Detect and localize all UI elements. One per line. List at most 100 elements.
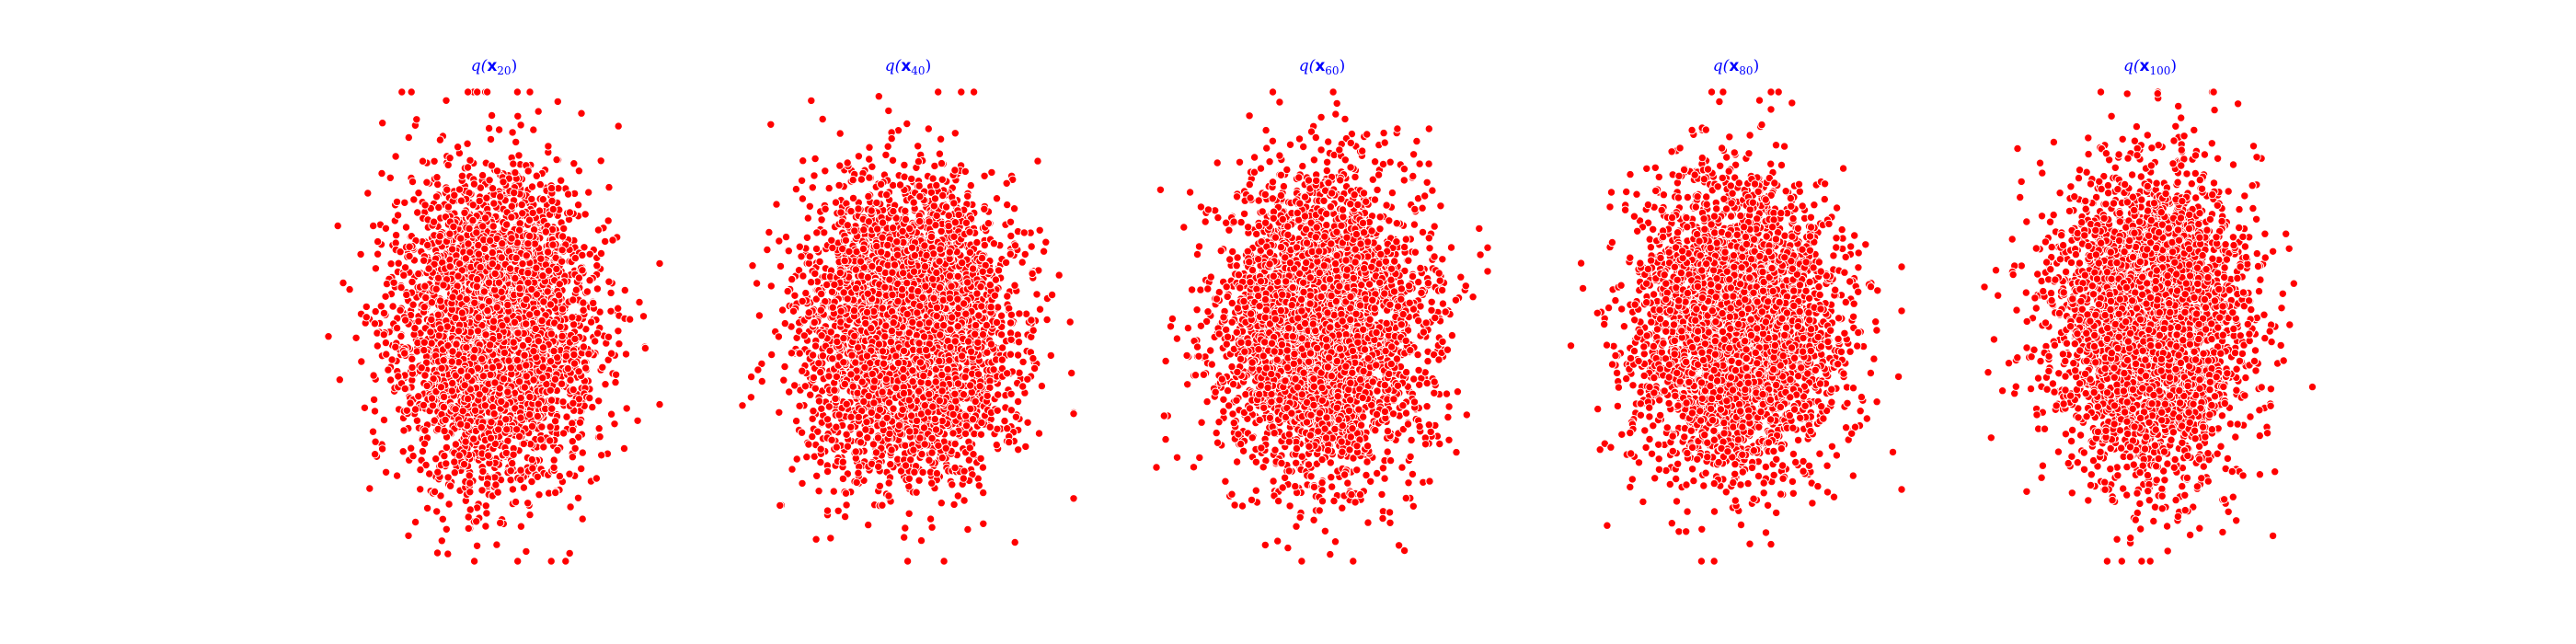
- scatter-point: [502, 425, 512, 434]
- scatter-point: [578, 448, 587, 457]
- scatter-point: [418, 156, 428, 166]
- scatter-point: [402, 406, 411, 415]
- scatter-point: [451, 405, 460, 414]
- scatter-point: [556, 322, 565, 331]
- scatter-point: [429, 217, 439, 226]
- scatter-point: [507, 213, 516, 222]
- scatter-point: [598, 362, 607, 372]
- scatter-point: [486, 433, 496, 443]
- scatter-point: [614, 304, 623, 313]
- scatter-point: [439, 281, 448, 290]
- scatter-point: [430, 156, 439, 167]
- scatter-point: [463, 87, 473, 97]
- scatter-point: [480, 213, 490, 223]
- scatter-point: [511, 167, 520, 178]
- scatter-point: [339, 278, 348, 288]
- scatter-point: [481, 501, 490, 511]
- scatter-point: [1000, 416, 1009, 426]
- scatter-point: [373, 236, 383, 247]
- scatter-point: [445, 154, 454, 163]
- scatter-point: [570, 253, 581, 263]
- scatter-point: [622, 404, 631, 413]
- scatter-point: [606, 288, 615, 298]
- scatter-point: [883, 142, 892, 151]
- scatter-point: [431, 284, 441, 293]
- scatter-point: [420, 282, 430, 291]
- scatter-point: [489, 316, 499, 326]
- scatter-point: [516, 522, 526, 531]
- scatter-point: [363, 189, 373, 198]
- scatter-point: [513, 111, 523, 121]
- scatter-point: [466, 155, 475, 166]
- scatter-point: [563, 190, 573, 199]
- scatter-point: [561, 557, 570, 566]
- scatter-point: [360, 403, 370, 412]
- scatter-point: [481, 522, 490, 531]
- scatter-point: [533, 472, 542, 481]
- scatter-point: [392, 197, 402, 207]
- scatter-point: [543, 287, 552, 296]
- scatter-point: [655, 259, 664, 269]
- scatter-point: [516, 475, 525, 485]
- scatter-point: [422, 503, 432, 513]
- scatter-point: [345, 284, 354, 294]
- scatter-point: [547, 196, 557, 206]
- scatter-point: [538, 195, 547, 204]
- scatter-point: [522, 546, 531, 557]
- scatter-point: [569, 350, 579, 360]
- scatter-point: [541, 227, 550, 236]
- scatter-point: [394, 372, 403, 381]
- scatter-point: [381, 467, 391, 477]
- scatter-point: [549, 455, 558, 465]
- scatter-point: [414, 392, 423, 401]
- scatter-point: [400, 198, 409, 208]
- scatter-point: [445, 481, 455, 490]
- scatter-point: [450, 457, 459, 466]
- scatter-point: [476, 262, 485, 272]
- scatter-point: [1041, 237, 1051, 247]
- scatter-point: [566, 375, 575, 385]
- scatter-point: [496, 518, 505, 528]
- scatter-point: [615, 339, 624, 349]
- scatter-point: [950, 129, 960, 138]
- scatter-point: [370, 407, 380, 416]
- scatter-point: [442, 524, 451, 534]
- scatter-point: [566, 502, 575, 512]
- scatter-point: [584, 188, 593, 197]
- scatter-point: [546, 436, 555, 445]
- scatter-point: [489, 409, 499, 419]
- scatter-point: [579, 305, 588, 315]
- scatter-point: [405, 242, 414, 251]
- scatter-point: [765, 227, 774, 237]
- scatter-point: [482, 509, 491, 518]
- scatter-point: [401, 223, 411, 232]
- scatter-point: [449, 222, 458, 232]
- scatter-point: [489, 222, 498, 231]
- scatter-point: [409, 195, 419, 204]
- scatter-point: [535, 179, 545, 190]
- scatter-point: [484, 451, 493, 460]
- scatter-point: [443, 202, 454, 212]
- scatter-point: [397, 331, 406, 341]
- scatter-point: [1023, 374, 1032, 384]
- scatter-point: [535, 490, 544, 500]
- scatter-point: [503, 387, 512, 397]
- scatter-point: [979, 519, 988, 528]
- scatter-point: [435, 296, 445, 305]
- scatter-point: [569, 320, 579, 329]
- scatter-point: [597, 451, 606, 460]
- scatter-point: [575, 418, 585, 427]
- scatter-point: [432, 548, 443, 558]
- scatter-point: [424, 264, 433, 273]
- scatter-point: [524, 215, 535, 224]
- scatter-point: [400, 316, 410, 325]
- scatter-point: [474, 249, 484, 259]
- scatter-point: [385, 375, 396, 385]
- scatter-point: [498, 239, 507, 248]
- scatter-point: [422, 178, 431, 187]
- scatter-point: [534, 337, 544, 346]
- scatter-point: [513, 557, 523, 566]
- scatter-point: [480, 401, 490, 410]
- scatter-point: [448, 378, 457, 388]
- scatter-point: [430, 416, 439, 425]
